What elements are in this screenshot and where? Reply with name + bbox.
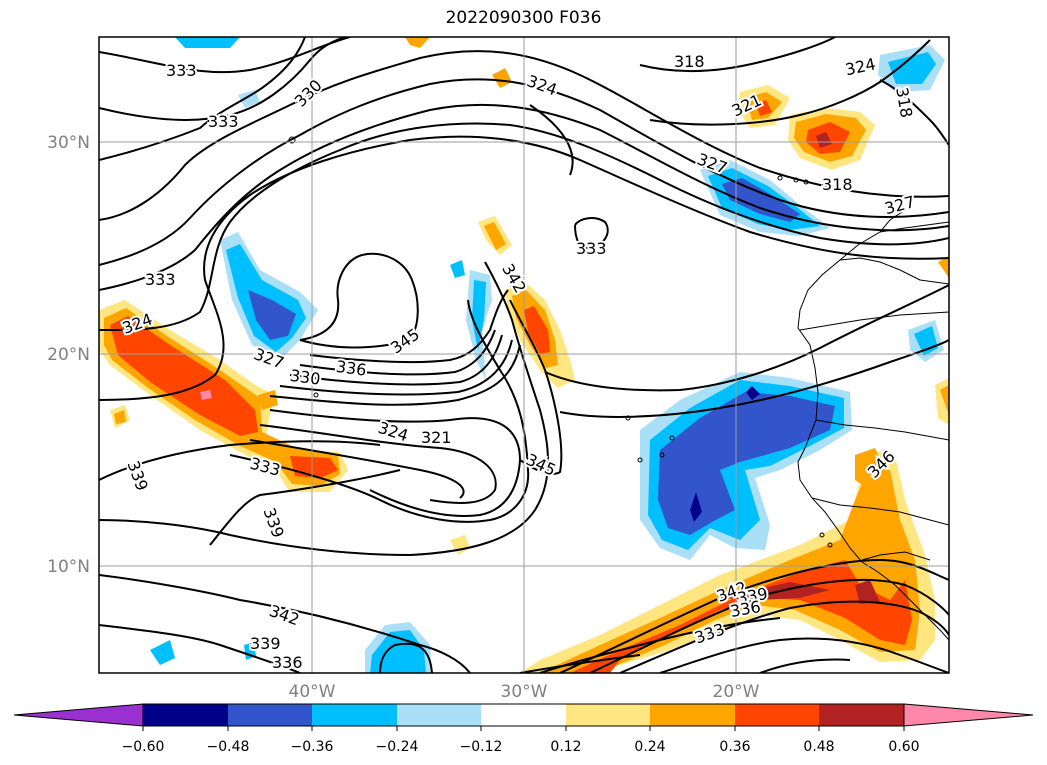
contour-label: 333 — [576, 239, 607, 258]
colorbar-extend-high — [903, 703, 1034, 727]
lon-label-40w: 40°W — [289, 682, 336, 702]
contour-label: 333 — [208, 112, 239, 131]
colorbar-bin — [566, 704, 650, 726]
contour-label: 336 — [272, 653, 303, 672]
colorbar-bin — [819, 704, 904, 726]
contour-label: 336 — [335, 357, 368, 380]
contour-label: 333 — [166, 61, 197, 80]
lat-label-10n: 10°N — [47, 557, 90, 577]
colorbar-tick-label: 0.60 — [888, 739, 919, 755]
contour-label: 330 — [291, 76, 326, 111]
colorbar-tick-label: −0.36 — [291, 739, 334, 755]
contour-label: 345 — [387, 324, 423, 357]
colorbar-tick-label: −0.60 — [122, 739, 165, 755]
lon-label-20w: 20°W — [713, 682, 760, 702]
contour-label: 339 — [260, 505, 288, 540]
colorbar-tick-label: −0.12 — [460, 739, 503, 755]
colorbar-tick-label: 0.24 — [634, 739, 665, 755]
contour-label: 339 — [250, 634, 281, 653]
colorbar-tick-label: 0.48 — [803, 739, 834, 755]
colorbar-bin — [228, 704, 312, 726]
colorbar-bin — [143, 704, 228, 726]
lat-label-20n: 20°N — [47, 345, 90, 365]
colorbar-tick-label: −0.24 — [376, 739, 419, 755]
colorbar-tick-label: −0.48 — [207, 739, 250, 755]
anomaly-shading — [99, 37, 949, 673]
contour-label: 318 — [822, 175, 853, 194]
contour-label: 324 — [524, 71, 559, 99]
colorbar-tick-label: 0.36 — [719, 739, 750, 755]
contour-label: 333 — [145, 270, 176, 289]
contour-label: 318 — [674, 52, 705, 71]
contour-label: 327 — [695, 149, 730, 177]
colorbar-bin — [650, 704, 735, 726]
contour-label: 324 — [844, 54, 878, 79]
colorbar: −0.60 −0.48 −0.36 −0.24 −0.12 0.12 0.24 … — [13, 703, 1034, 755]
map-title: 2022090300 F036 — [445, 8, 602, 28]
plot-frame — [98, 36, 950, 674]
gridlines — [99, 37, 949, 673]
colorbar-bin — [481, 704, 566, 726]
colorbar-bin — [312, 704, 397, 726]
coastlines — [288, 136, 949, 641]
lat-label-30n: 30°N — [47, 133, 90, 153]
colorbar-bin — [735, 704, 819, 726]
colorbar-extend-low — [13, 703, 144, 727]
contour-label: 318 — [892, 86, 916, 119]
lon-label-30w: 30°W — [501, 682, 548, 702]
colorbar-tick-label: 0.12 — [550, 739, 581, 755]
contour-label: 339 — [124, 458, 152, 493]
axis-labels: 30°N 20°N 10°N 40°W 30°W 20°W — [47, 133, 760, 702]
contour-label: 342 — [267, 601, 302, 629]
colorbar-bin — [397, 704, 481, 726]
contour-label: 330 — [289, 366, 322, 389]
contour-label: 321 — [421, 428, 452, 447]
contour-label: 339 — [736, 584, 769, 608]
